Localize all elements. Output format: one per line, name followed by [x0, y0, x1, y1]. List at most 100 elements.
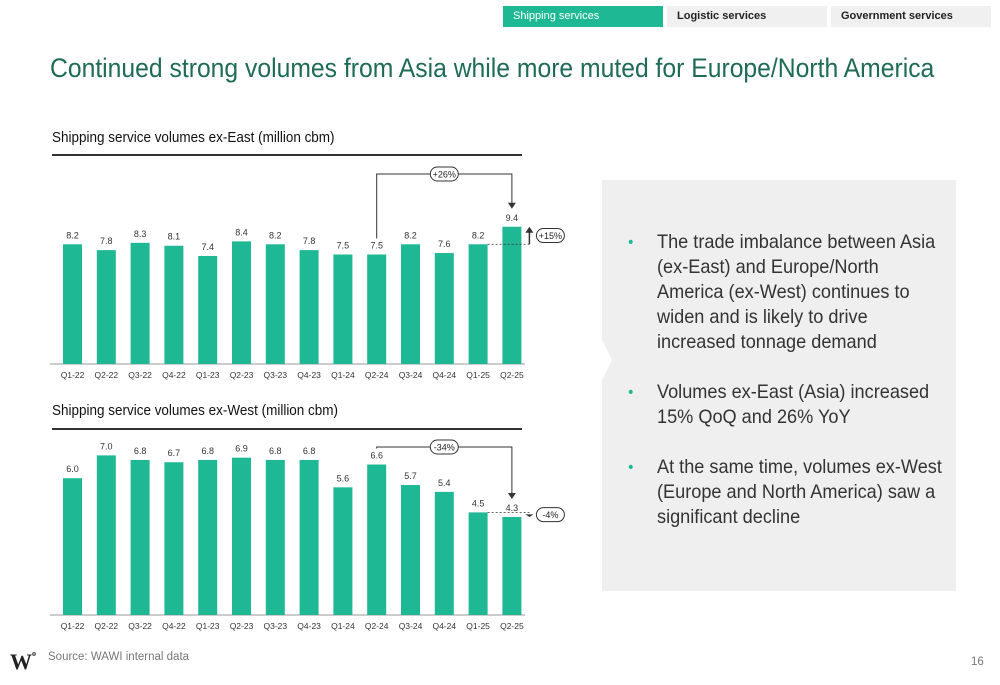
x-tick-label: Q2-25 [500, 621, 524, 631]
tab-shipping-services[interactable]: Shipping services [503, 6, 663, 27]
bar [333, 254, 353, 364]
bar-value-label: 4.3 [506, 503, 519, 513]
commentary-bullets: • The trade imbalance between Asia (ex-Ea… [628, 230, 942, 555]
x-tick-label: Q1-23 [196, 370, 220, 380]
chart-east: 8.2 Q1-22 7.8 Q2-22 8.3 Q3-22 8.1 Q4-22 7.4 Q1-23… [50, 166, 565, 380]
x-tick-label: Q4-22 [162, 621, 186, 631]
bar [198, 459, 218, 615]
bar-value-label: 8.2 [404, 230, 417, 240]
company-logo: Wo [10, 649, 36, 674]
bar-value-label: 6.6 [370, 451, 383, 461]
x-tick-label: Q4-23 [297, 370, 321, 380]
bar [265, 459, 285, 615]
x-tick-label: Q3-22 [128, 621, 152, 631]
bar-value-label: 5.4 [438, 478, 451, 488]
tab-government-services[interactable]: Government services [831, 6, 991, 27]
qoq-arrowhead [525, 226, 534, 233]
yoy-badge [429, 166, 459, 182]
bullet-dot: • [628, 384, 634, 401]
bar-value-label: 7.0 [100, 441, 113, 451]
x-tick-label: Q2-24 [365, 621, 389, 631]
bar [401, 485, 420, 615]
bar-value-label: 6.8 [201, 446, 214, 456]
bar-value-label: 5.7 [404, 471, 417, 481]
chart-west: 6.0 Q1-22 7.0 Q2-22 6.8 Q3-22 6.7 Q4-22 6.8 Q1-23… [50, 439, 565, 631]
bar-value-label: 9.4 [506, 213, 519, 223]
yoy-arrowhead [507, 202, 516, 209]
qoq-label: -4% [542, 510, 558, 520]
yoy-arrowhead [507, 492, 516, 499]
x-tick-label: Q3-23 [263, 621, 287, 631]
bar-value-label: 7.8 [100, 236, 113, 246]
x-tick-label: Q2-23 [230, 370, 254, 380]
x-tick-label: Q4-24 [432, 621, 456, 631]
bar-value-label: 6.8 [303, 446, 316, 456]
bar-value-label: 7.5 [337, 241, 350, 251]
x-tick-label: Q2-22 [94, 370, 118, 380]
x-tick-label: Q2-24 [365, 370, 389, 380]
bar [96, 455, 116, 615]
bar-value-label: 8.1 [168, 232, 181, 242]
bullet-dot: • [628, 234, 634, 251]
bar [434, 253, 454, 364]
bar [265, 244, 285, 364]
bar-value-label: 8.4 [235, 227, 248, 237]
x-tick-label: Q4-23 [297, 621, 321, 631]
bar-value-label: 4.5 [472, 498, 485, 508]
bar [333, 487, 353, 615]
bar-value-label: 6.7 [168, 448, 181, 458]
bullet-item: • Volumes ex-East (Asia) increased 15% Qo… [628, 381, 930, 428]
yoy-label: -34% [434, 443, 455, 453]
x-tick-label: Q1-23 [196, 621, 220, 631]
yoy-label: +26% [433, 170, 456, 180]
chart-east-rule [52, 154, 522, 156]
bar-value-label: 7.6 [438, 239, 451, 249]
bar [468, 512, 488, 615]
chart-west-rule [52, 428, 522, 430]
x-tick-label: Q1-22 [61, 370, 85, 380]
bar [130, 459, 150, 615]
bar [63, 244, 82, 364]
bar-value-label: 8.3 [134, 229, 147, 239]
bar-value-label: 6.9 [235, 444, 248, 454]
tab-logistic-services[interactable]: Logistic services [667, 6, 827, 27]
yoy-bracket [376, 173, 513, 239]
x-tick-label: Q2-25 [500, 370, 524, 380]
bar [367, 464, 387, 615]
qoq-arrowhead [525, 514, 534, 517]
bar [299, 250, 319, 364]
chart-east-title: Shipping service volumes ex-East (millio… [52, 130, 335, 146]
page-number: 16 [971, 656, 984, 668]
bar-value-label: 7.8 [303, 236, 316, 246]
x-tick-label: Q4-24 [432, 370, 456, 380]
bar-value-label: 8.2 [269, 230, 282, 240]
qoq-badge [535, 507, 565, 523]
bar [502, 516, 522, 615]
bar-value-label: 6.8 [269, 446, 282, 456]
bar-value-label: 6.0 [66, 464, 79, 474]
bar [164, 462, 184, 615]
x-tick-label: Q2-22 [94, 621, 118, 631]
bar [299, 459, 319, 615]
bar [468, 244, 488, 364]
x-tick-label: Q1-24 [331, 621, 355, 631]
yoy-badge [429, 439, 459, 455]
bar-value-label: 8.2 [472, 230, 485, 240]
x-tick-label: Q4-22 [162, 370, 186, 380]
bullet-dot: • [628, 459, 634, 476]
bar-value-label: 5.6 [337, 473, 350, 483]
bar [434, 491, 454, 615]
commentary-panel [602, 180, 956, 591]
bar [232, 457, 251, 615]
bar [96, 250, 116, 364]
page-title: Continued strong volumes from Asia while… [50, 53, 935, 83]
bar-value-label: 7.4 [201, 242, 214, 252]
bar [198, 255, 218, 364]
bar-value-label: 8.2 [66, 230, 79, 240]
chart-west-title: Shipping service volumes ex-West (millio… [52, 403, 339, 419]
x-tick-label: Q1-25 [466, 621, 490, 631]
panel-pointer [602, 340, 612, 380]
bar-value-label: 7.5 [370, 241, 383, 251]
bullet-item: • The trade imbalance between Asia (ex-Ea… [628, 231, 936, 353]
x-tick-label: Q3-22 [128, 370, 152, 380]
